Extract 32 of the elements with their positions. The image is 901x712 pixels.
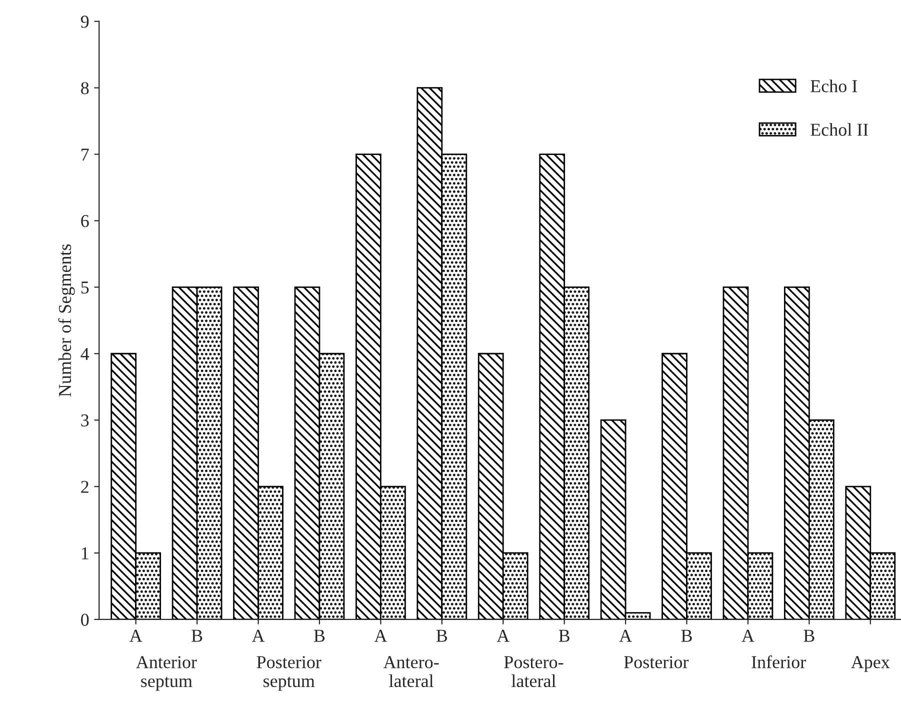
text: Anterior septum	[136, 656, 197, 691]
text: Posterior	[624, 656, 689, 668]
y-tick-label: 5	[81, 282, 89, 294]
legend-label: Echo I	[810, 80, 858, 92]
x-tick-label: A	[742, 630, 754, 642]
y-axis-title: Number of Segments	[58, 244, 75, 397]
x-tick-label: A	[619, 630, 632, 642]
x-tick-label: B	[681, 630, 692, 642]
y-tick-label: 4	[80, 348, 90, 360]
x-tick-label: B	[314, 630, 325, 642]
x-tick-label: A	[252, 630, 265, 642]
y-tick-label: 3	[81, 414, 89, 427]
text: Apex	[851, 656, 890, 672]
x-tick-label: B	[804, 630, 814, 642]
x-tick-label: A	[129, 630, 142, 642]
text: Posterior septum	[256, 656, 322, 691]
y-tick-label: 9	[80, 16, 89, 28]
y-tick-label: 0	[81, 614, 89, 626]
y-tick-label: 6	[81, 215, 89, 228]
x-tick-label: B	[436, 630, 448, 642]
legend-label: Echol II	[810, 123, 868, 136]
x-tick-label: B	[192, 630, 202, 642]
y-tick-label: 7	[82, 148, 89, 161]
text: Inferior	[752, 655, 806, 668]
x-tick-label: A	[374, 630, 388, 642]
y-tick-label: 2	[81, 480, 88, 493]
y-tick-label: 8	[81, 82, 89, 94]
x-tick-label: B	[558, 630, 570, 642]
text: Antero- lateral	[383, 656, 439, 688]
x-tick-label: A	[496, 630, 510, 642]
y-tick-label: 1	[82, 547, 88, 560]
text: Postero- lateral	[504, 656, 564, 688]
